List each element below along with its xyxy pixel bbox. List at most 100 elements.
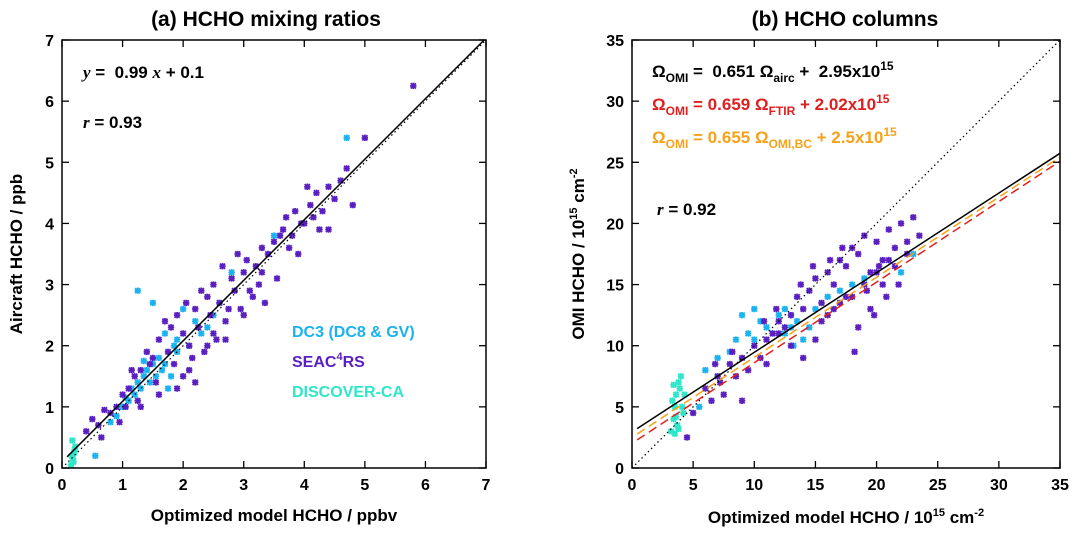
omega-symbol-2: Ω: [755, 95, 769, 114]
data-point: [192, 318, 199, 325]
fit-line-fit-ftir: [636, 160, 1060, 441]
data-point: [207, 311, 214, 319]
data-point: [410, 82, 417, 90]
y-tick-label: 30: [606, 94, 624, 111]
data-point: [732, 373, 740, 380]
panel-a-y-ticks: 0 1 2 3 4 5 6 7: [45, 33, 486, 478]
data-point: [134, 287, 141, 294]
data-point: [720, 391, 727, 398]
y-tick-label: 10: [606, 339, 624, 356]
data-point: [128, 366, 135, 374]
data-point: [213, 336, 220, 343]
data-point: [152, 373, 160, 380]
panel-b-ylabel-sup2: -2: [568, 168, 580, 178]
fit-equation-omi-bc: ΩOMI = 0.655 ΩOMI,BC + 2.5x1015: [652, 125, 897, 151]
data-point: [228, 275, 235, 282]
data-point: [669, 397, 676, 404]
data-point: [711, 360, 719, 368]
data-point: [149, 299, 157, 307]
data-point: [671, 430, 679, 437]
y-tick-label: 2: [45, 339, 54, 356]
data-point: [125, 385, 132, 392]
data-point: [185, 342, 193, 349]
panel-b-fit-equations: ΩOMI = 0.651 Ωairc + 2.95x1015 ΩOMI = 0.…: [652, 59, 897, 151]
data-point: [903, 250, 911, 258]
data-point: [854, 324, 862, 331]
y-tick-label: 15: [606, 278, 624, 295]
data-point: [696, 403, 703, 411]
data-point: [291, 207, 299, 215]
data-point: [714, 354, 721, 362]
r-value: = 0.93: [90, 113, 142, 132]
data-point: [787, 311, 795, 319]
data-point: [891, 262, 899, 270]
data-point: [240, 269, 247, 276]
data-point: [276, 232, 284, 239]
data-point: [675, 379, 682, 386]
data-point: [760, 318, 768, 325]
data-point: [751, 336, 758, 343]
data-point: [667, 428, 675, 435]
data-point: [769, 330, 776, 337]
panel-a-x-ticks: 0 1 2 3 4 5 6 7: [58, 40, 491, 494]
fit-equation-body: = 0.99: [91, 63, 153, 82]
data-point: [681, 391, 688, 398]
data-point: [702, 385, 709, 392]
r-symbol: r: [83, 113, 90, 132]
data-point: [161, 330, 169, 337]
panel-a-title: (a) HCHO mixing ratios: [151, 8, 381, 31]
data-point: [146, 379, 154, 386]
x-tick-label: 0: [58, 477, 67, 494]
data-point: [343, 165, 350, 172]
data-point: [799, 354, 807, 362]
legend-seac4rs-tail: RS: [343, 354, 366, 371]
panel-a-legend: DC3 (DC8 & GV) SEAC4RS DISCOVER-CA: [292, 324, 415, 401]
panel-b-y-ticks: 0 5 10 15 20 25 30 35: [606, 33, 1060, 478]
data-point: [675, 425, 682, 433]
data-point: [331, 195, 338, 203]
data-point: [787, 324, 795, 331]
data-point: [891, 244, 899, 252]
data-point: [848, 281, 856, 288]
data-point: [781, 305, 789, 313]
x-tick-label: 15: [807, 477, 825, 494]
y-tick-label: 0: [615, 461, 624, 478]
data-point: [830, 305, 838, 313]
data-point: [198, 287, 205, 294]
fit-intercept: + 2.02x10: [795, 95, 876, 114]
data-point: [809, 262, 817, 270]
fit-y-symbol: y: [81, 63, 91, 82]
data-point: [916, 232, 923, 239]
data-point: [726, 360, 734, 368]
data-point: [134, 379, 141, 386]
data-point: [204, 342, 211, 349]
data-point: [671, 403, 679, 411]
data-point: [842, 293, 850, 301]
data-point: [313, 189, 320, 197]
fit-equation-aircraft: ΩOMI = 0.651 Ωairc + 2.95x1015: [652, 59, 894, 85]
omega-sub: OMI: [666, 104, 689, 118]
panel-b: (b) HCHO columns 0 5 10 15 20 25 30 35 0 5 10 15 20…: [568, 8, 1069, 527]
omega-symbol: Ω: [652, 128, 666, 147]
data-point: [818, 299, 825, 307]
omega-symbol: Ω: [652, 62, 666, 81]
data-point: [161, 360, 169, 368]
data-point: [848, 293, 856, 301]
data-point: [738, 397, 746, 404]
data-point: [101, 406, 108, 414]
data-point: [155, 336, 163, 343]
data-point: [170, 342, 178, 349]
one-to-one-line: [62, 40, 486, 468]
data-point: [70, 458, 77, 466]
data-point: [867, 305, 874, 313]
data-point: [781, 330, 789, 337]
data-point: [763, 336, 770, 343]
data-point: [179, 305, 187, 313]
data-point: [689, 409, 697, 417]
data-point: [255, 281, 263, 288]
panel-b-marks: [632, 40, 1060, 468]
y-tick-label: 5: [45, 155, 54, 172]
panel-a-frame: [61, 39, 487, 469]
data-point: [222, 318, 229, 325]
fit-equation-ftir: ΩOMI = 0.659 ΩFTIR + 2.02x1015: [652, 92, 890, 118]
